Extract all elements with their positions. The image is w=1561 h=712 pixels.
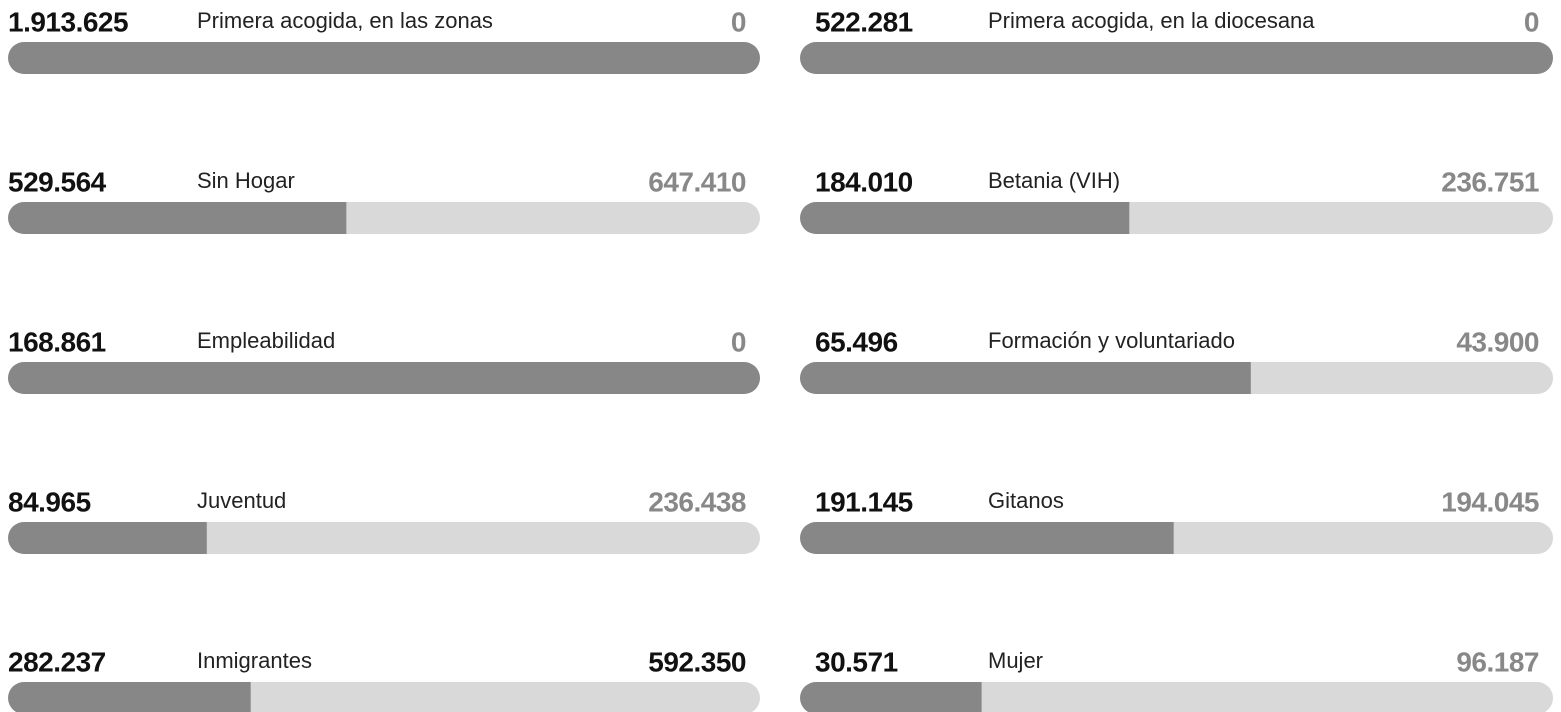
- label: Juventud: [197, 488, 286, 513]
- total: 647.410: [648, 166, 746, 197]
- label: Betania (VIH): [988, 168, 1120, 193]
- bar-fill: [800, 522, 1174, 554]
- label: Formación y voluntariado: [988, 328, 1235, 353]
- bar-fill: [800, 202, 1130, 234]
- label: Gitanos: [988, 488, 1064, 513]
- bar-rest: [234, 682, 760, 712]
- total: 0: [731, 326, 746, 357]
- bar-rest: [190, 522, 761, 554]
- bar-fill: [800, 682, 982, 712]
- value: 529.564: [8, 166, 107, 197]
- total: 0: [731, 6, 746, 37]
- value: 168.861: [8, 326, 106, 357]
- total: 96.187: [1456, 646, 1539, 677]
- value: 184.010: [815, 166, 913, 197]
- bar-fill: [8, 362, 760, 394]
- total: 236.751: [1441, 166, 1539, 197]
- bar-fill: [800, 362, 1251, 394]
- bar-rest: [330, 202, 760, 234]
- bar-fill: [8, 42, 760, 74]
- bar-rest: [1234, 362, 1553, 394]
- total: 236.438: [648, 486, 746, 517]
- bar-fill: [8, 682, 251, 712]
- total: 0: [1524, 6, 1539, 37]
- bar-fill: [8, 522, 207, 554]
- label: Primera acogida, en las zonas: [197, 8, 493, 33]
- total: 194.045: [1441, 486, 1539, 517]
- label: Empleabilidad: [197, 328, 335, 353]
- value: 65.496: [815, 326, 898, 357]
- value: 84.965: [8, 486, 91, 517]
- value: 282.237: [8, 646, 106, 677]
- label: Sin Hogar: [197, 168, 295, 193]
- value: 30.571: [815, 646, 898, 677]
- label: Primera acogida, en la diocesana: [988, 8, 1315, 33]
- bar-rest: [1113, 202, 1553, 234]
- value: 1.913.625: [8, 6, 128, 37]
- total: 43.900: [1456, 326, 1539, 357]
- bar-rest: [965, 682, 1553, 712]
- value: 191.145: [815, 486, 913, 517]
- label: Inmigrantes: [197, 648, 312, 673]
- bar-fill: [800, 42, 1553, 74]
- value: 522.281: [815, 6, 913, 37]
- total: 592.350: [648, 646, 746, 677]
- bar-fill: [8, 202, 347, 234]
- label: Mujer: [988, 648, 1043, 673]
- bar-rest: [1157, 522, 1553, 554]
